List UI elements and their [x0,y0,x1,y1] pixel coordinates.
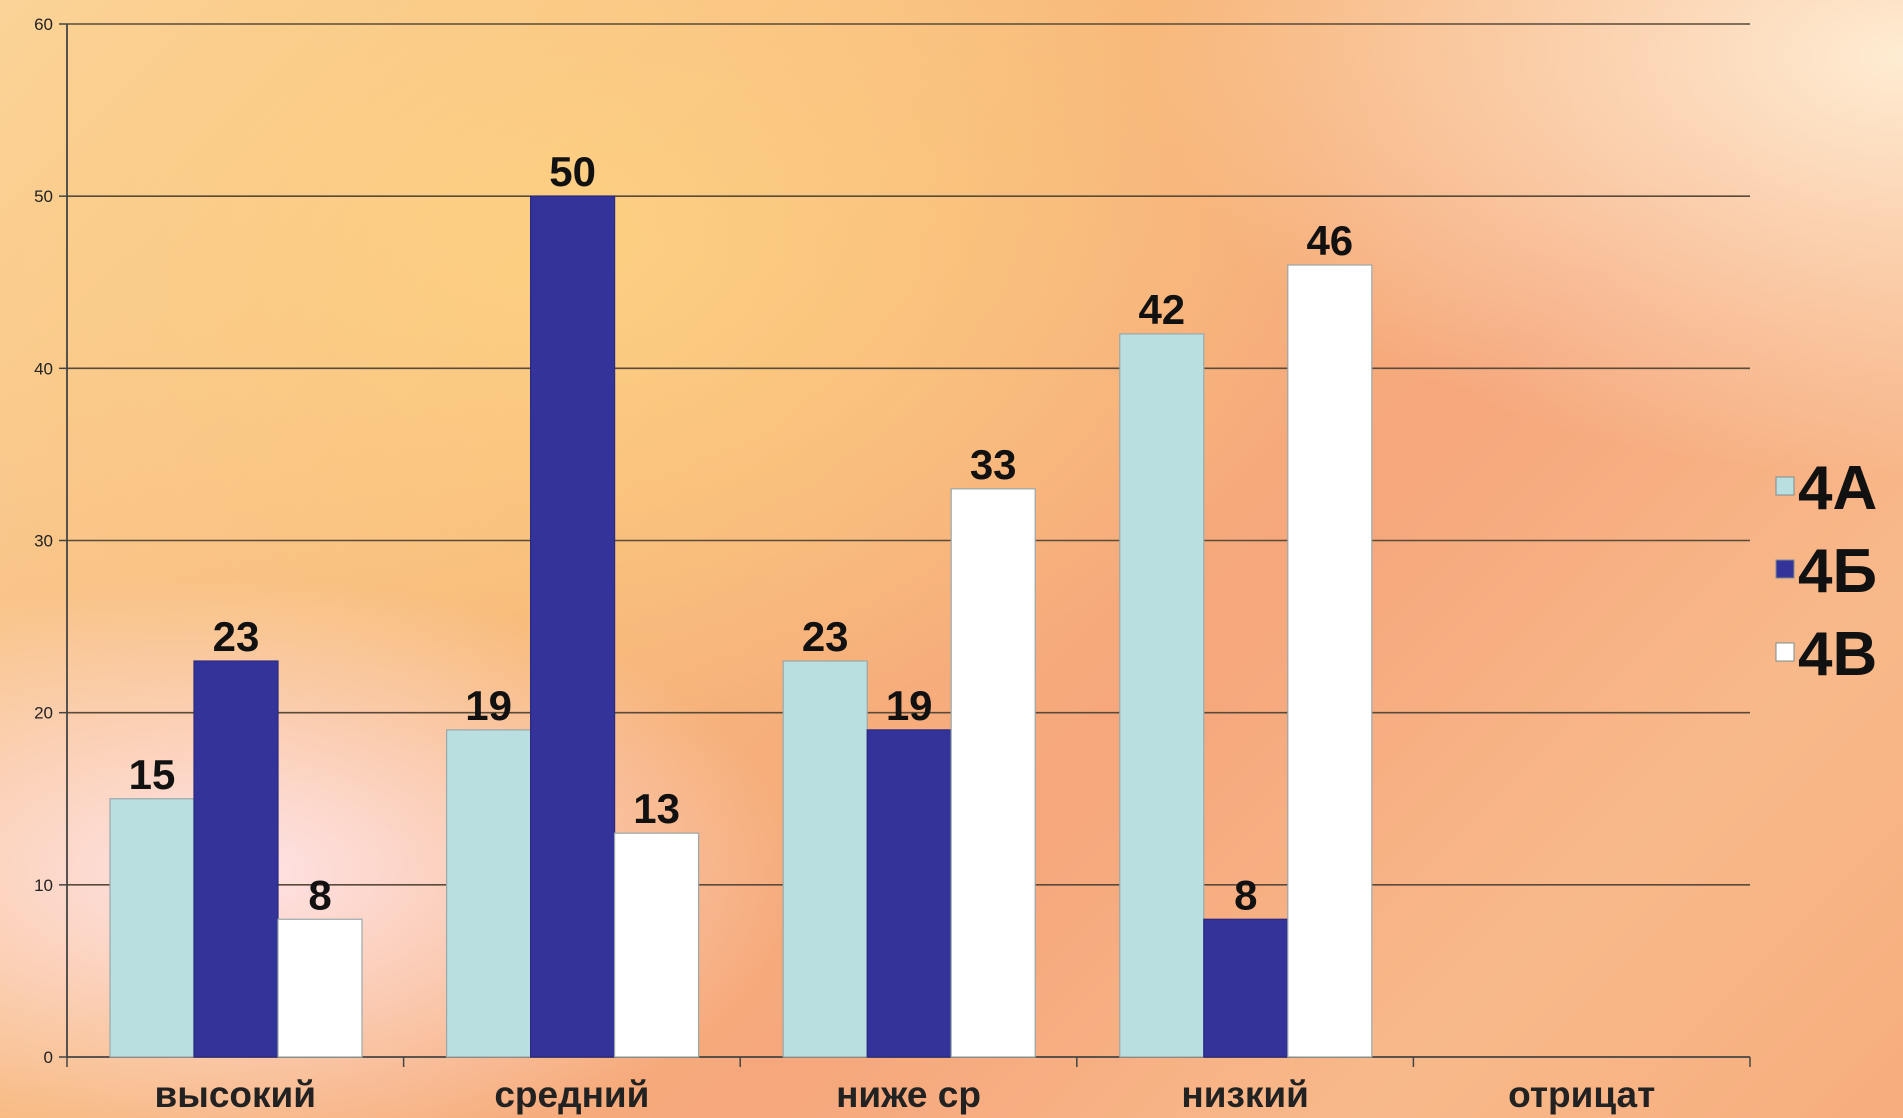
bar-1-3 [782,660,868,1058]
data-label: 23 [213,613,260,660]
data-label: 33 [970,441,1017,488]
data-labels: 15 23 8 19 50 13 23 19 33 42 8 46 [129,148,1354,918]
data-label: 50 [549,148,596,195]
data-label: 42 [1138,286,1185,333]
data-label: 23 [802,613,849,660]
bar-3-1 [277,918,363,1058]
bars [109,195,1373,1058]
data-label: 8 [1234,871,1257,918]
legend-swatch [1775,642,1795,662]
y-tick-label: 20 [34,704,53,723]
data-label: 13 [633,785,680,832]
bar-2-3 [866,729,952,1058]
data-label: 46 [1306,217,1353,264]
x-tick-label: ниже ср [836,1074,981,1115]
data-label: 15 [129,751,176,798]
x-tick-label: средний [494,1074,649,1115]
x-tick-label: низкий [1181,1074,1309,1115]
data-label: 8 [308,871,331,918]
bar-3-3 [950,488,1036,1058]
legend-label: 4В [1798,620,1877,689]
y-tick-label: 40 [34,359,53,378]
bar-2-2 [529,195,616,1058]
gridlines [67,23,1750,886]
bar-2-4 [1203,918,1289,1058]
x-axis-ticks: высокий средний ниже ср низкий отрицат [155,1074,1656,1115]
bar-1-1 [109,798,195,1058]
bar-1-2 [446,729,532,1058]
y-tick-label: 0 [44,1048,53,1067]
y-tick-label: 50 [34,187,53,206]
data-label: 19 [886,682,933,729]
x-tick-label: отрицат [1508,1074,1655,1115]
y-axis-ticks: 0 10 20 30 40 50 60 [34,15,53,1067]
legend-label: 4А [1798,454,1877,523]
y-tick-label: 60 [34,15,53,34]
bar-3-2 [613,832,700,1058]
legend-swatch [1775,476,1795,496]
x-tick-label: высокий [155,1074,317,1115]
y-tick-label: 10 [34,876,53,895]
bar-3-4 [1287,264,1373,1058]
y-tick-label: 30 [34,532,53,551]
bar-2-1 [193,660,279,1058]
legend-label: 4Б [1798,537,1877,606]
data-label: 19 [465,682,512,729]
legend: 4А 4Б 4В [1775,454,1877,689]
bar-1-4 [1119,333,1205,1058]
legend-swatch [1775,559,1795,579]
